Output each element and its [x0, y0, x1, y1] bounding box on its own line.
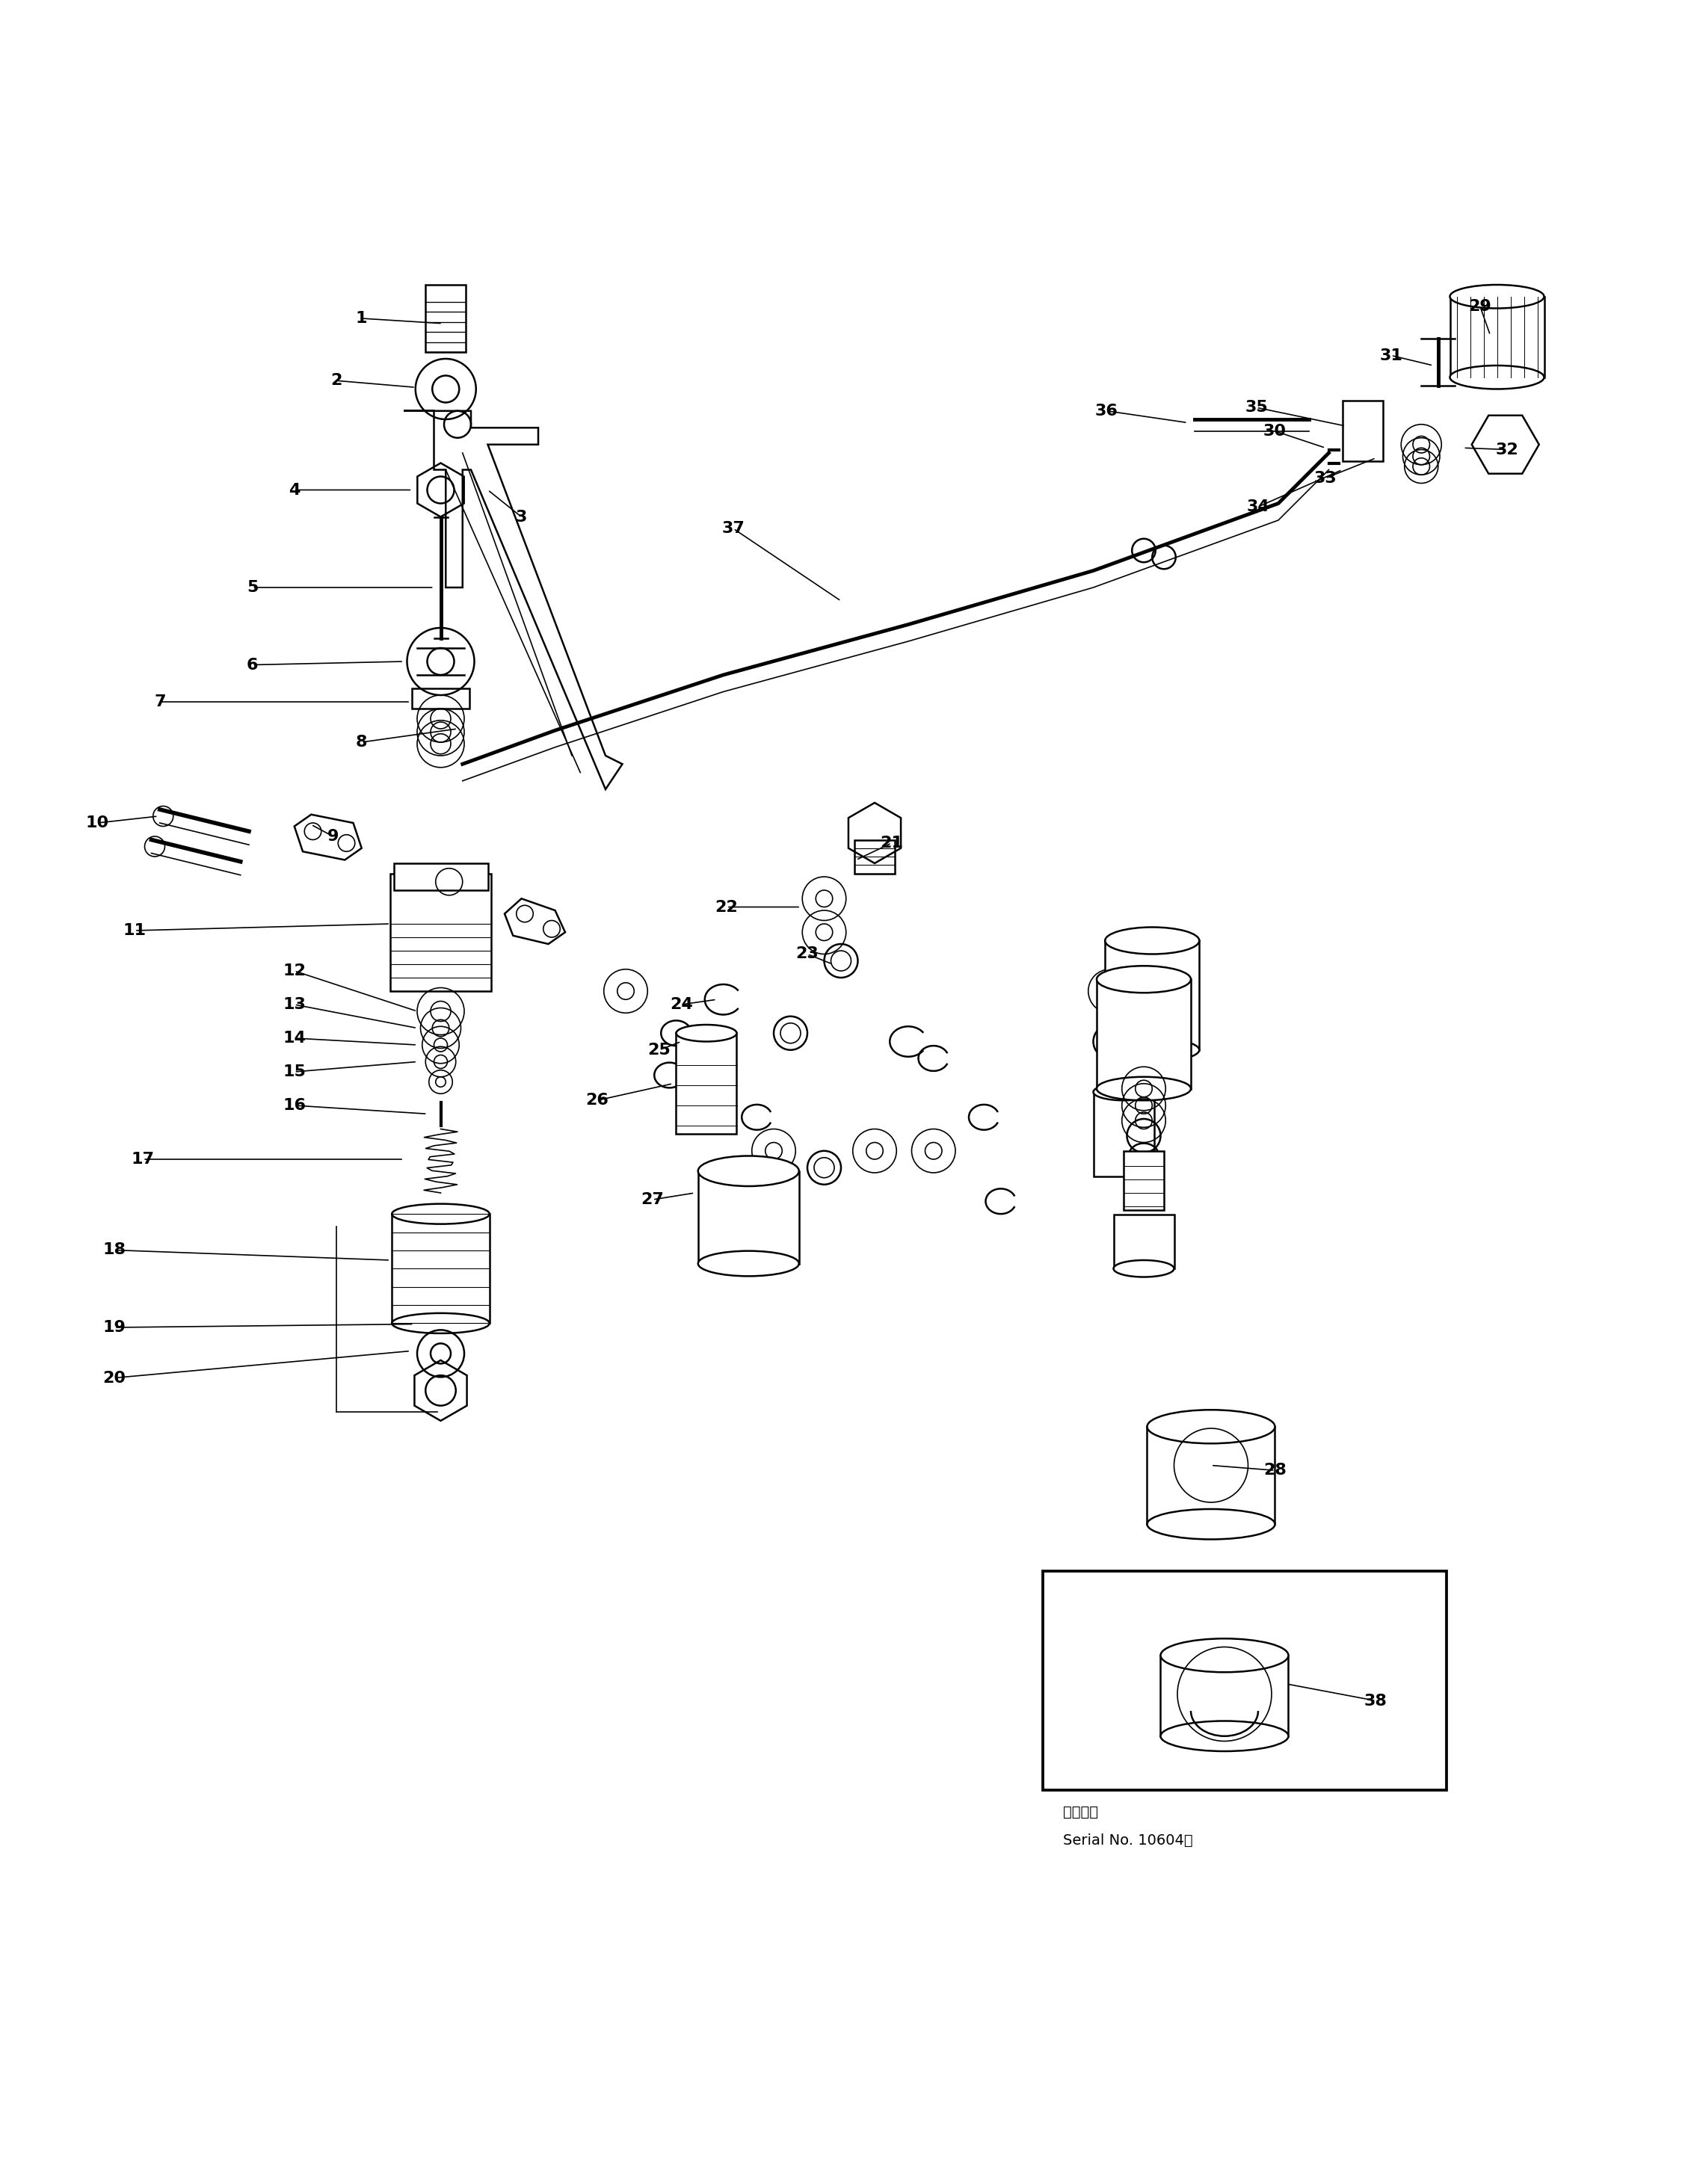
Text: 適用号機: 適用号機 [1063, 1804, 1098, 1819]
Text: 24: 24 [669, 998, 693, 1011]
Text: 17: 17 [131, 1151, 155, 1166]
Bar [1043, 1570, 1447, 1791]
Ellipse shape [698, 1251, 799, 1275]
Text: 35: 35 [1245, 400, 1268, 415]
Text: 20: 20 [103, 1369, 126, 1385]
Ellipse shape [676, 1024, 737, 1042]
Ellipse shape [1097, 1077, 1191, 1101]
Bar [1113, 1214, 1174, 1269]
Text: 18: 18 [103, 1243, 126, 1258]
Text: 26: 26 [585, 1092, 609, 1107]
Text: 37: 37 [722, 522, 745, 535]
Text: 13: 13 [283, 998, 306, 1011]
Text: 10: 10 [86, 815, 109, 830]
Ellipse shape [392, 1313, 489, 1332]
Text: 21: 21 [880, 836, 903, 850]
Ellipse shape [1105, 928, 1199, 954]
Text: 16: 16 [283, 1099, 306, 1114]
Text: 12: 12 [283, 963, 306, 978]
Bar [1161, 1655, 1288, 1736]
Ellipse shape [1161, 1721, 1288, 1752]
Text: 31: 31 [1379, 347, 1403, 363]
Bar [392, 1214, 489, 1324]
Text: 34: 34 [1246, 500, 1270, 513]
Text: 6: 6 [247, 657, 257, 673]
Text: 11: 11 [123, 924, 146, 939]
Ellipse shape [1105, 1037, 1199, 1061]
Ellipse shape [1097, 965, 1191, 994]
Text: 2: 2 [331, 373, 341, 389]
Text: 29: 29 [1468, 299, 1492, 314]
Ellipse shape [1147, 1509, 1275, 1540]
Bar [1450, 297, 1544, 378]
Text: 28: 28 [1263, 1463, 1287, 1479]
Bar [854, 839, 895, 874]
Text: 1: 1 [357, 310, 367, 325]
Text: 3: 3 [516, 509, 526, 524]
Ellipse shape [1147, 1411, 1275, 1444]
Bar [1105, 941, 1199, 1051]
Text: 36: 36 [1095, 404, 1119, 419]
Ellipse shape [1450, 365, 1544, 389]
Bar [426, 284, 466, 352]
Text: 33: 33 [1314, 472, 1337, 485]
Bar [1097, 978, 1191, 1088]
Text: 8: 8 [357, 734, 367, 749]
Text: 5: 5 [247, 581, 257, 594]
Text: 7: 7 [155, 695, 165, 710]
Bar [390, 874, 491, 992]
Ellipse shape [392, 1203, 489, 1223]
Bar [394, 863, 488, 891]
Ellipse shape [1161, 1638, 1288, 1673]
Bar [1124, 1151, 1164, 1210]
Bar [1342, 402, 1383, 461]
Text: 32: 32 [1495, 441, 1519, 456]
Text: 4: 4 [289, 483, 299, 498]
Text: 14: 14 [283, 1031, 306, 1046]
Text: 23: 23 [796, 946, 819, 961]
Bar [1093, 1092, 1154, 1177]
Bar [676, 1033, 737, 1133]
Bar [698, 1171, 799, 1265]
Text: 22: 22 [715, 900, 738, 915]
Ellipse shape [1113, 1260, 1174, 1278]
Ellipse shape [1450, 284, 1544, 308]
Text: 19: 19 [103, 1319, 126, 1334]
Text: 25: 25 [648, 1042, 671, 1057]
Ellipse shape [698, 1155, 799, 1186]
Ellipse shape [1093, 1083, 1154, 1101]
Text: Serial No. 10604～: Serial No. 10604～ [1063, 1832, 1193, 1848]
Bar [412, 688, 469, 708]
Text: 15: 15 [283, 1064, 306, 1079]
Text: 30: 30 [1263, 424, 1287, 439]
Bar [1147, 1426, 1275, 1524]
Text: 27: 27 [641, 1192, 664, 1208]
Text: 38: 38 [1364, 1693, 1388, 1708]
Text: 9: 9 [328, 830, 338, 843]
